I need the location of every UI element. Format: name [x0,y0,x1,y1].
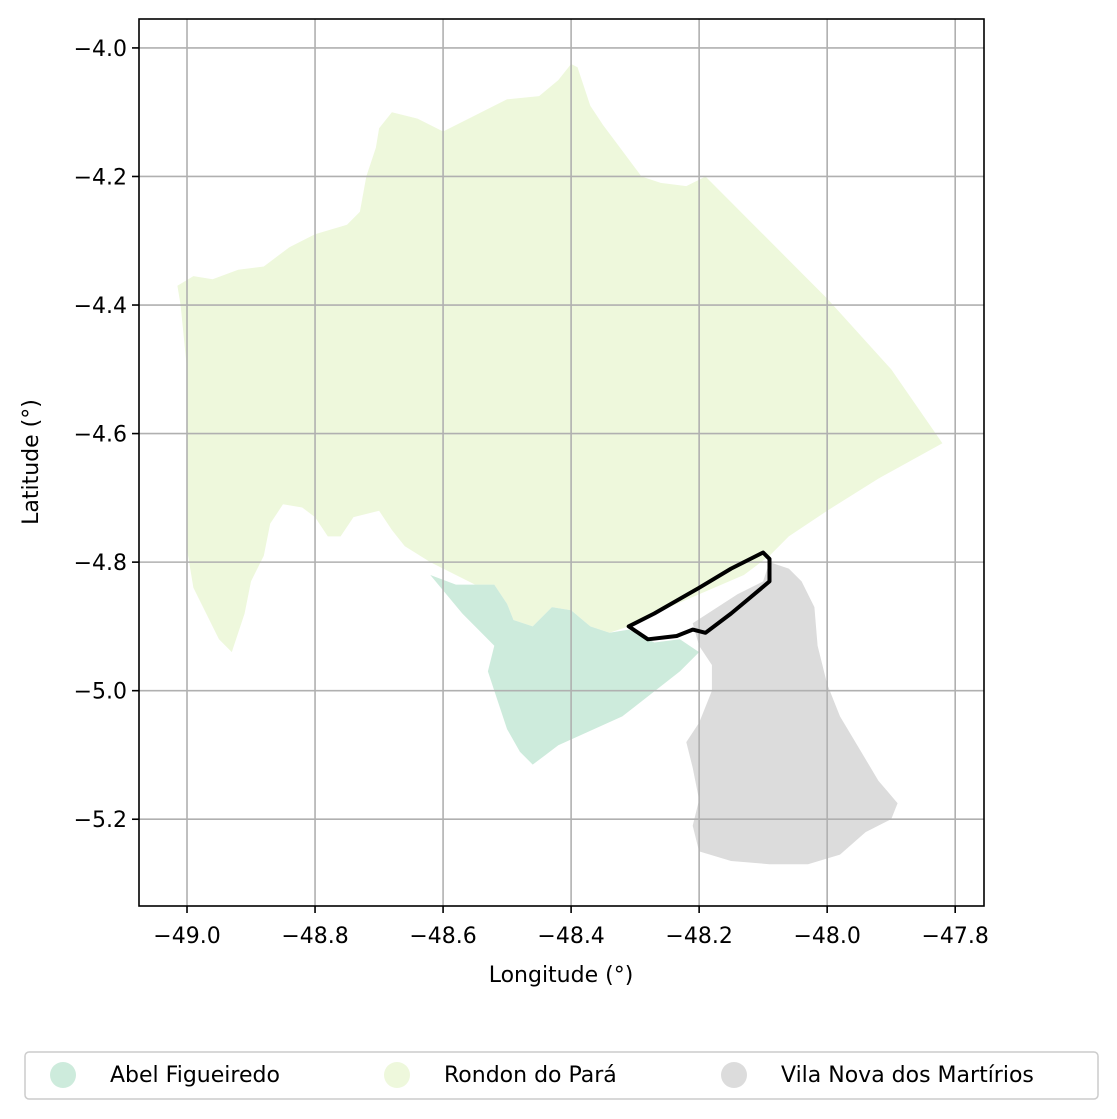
y-tick-label: −4.8 [74,551,127,576]
y-tick-label: −4.2 [74,165,127,190]
x-tick-label: −49.0 [153,924,220,949]
y-tick-label: −4.6 [74,423,127,448]
legend-marker-rondon-do-para [384,1062,410,1088]
y-tick-label: −4.0 [74,37,127,62]
x-tick-label: −48.2 [665,924,732,949]
legend-frame [24,1051,1099,1100]
grid-layer [139,19,984,906]
legend-label-rondon-do-para: Rondon do Pará [444,1063,617,1088]
region-abel-figueiredo [430,575,700,765]
x-tick-label: −48.0 [793,924,860,949]
axes-frame [138,18,985,907]
legend-label-vila-nova-dos-martirios: Vila Nova dos Martírios [781,1063,1034,1088]
x-tick-label: −48.8 [281,924,348,949]
ticks-layer: −49.0 −48.8 −48.6 −48.4 −48.2 −48.0 −47.8 −4.0 −… [74,37,989,949]
highlight-layer [626,550,772,642]
y-tick-label: −5.2 [74,808,127,833]
region-rondon-do-para [177,64,943,653]
y-tick-label: −4.4 [74,294,127,319]
regions-layer [177,64,943,865]
x-tick-label: −48.4 [537,924,604,949]
y-axis-label: Latitude (°) [19,399,44,525]
x-axis-label: Longitude (°) [489,963,634,988]
x-tick-label: −48.6 [409,924,476,949]
legend-label-abel-figueiredo: Abel Figueiredo [110,1063,280,1088]
legend-marker-abel-figueiredo [50,1062,76,1088]
highlight-outline [626,550,772,642]
legend: Abel Figueiredo Rondon do Pará Vila Nova… [24,1051,1099,1100]
region-vila-nova-dos-martirios [686,562,898,865]
y-tick-label: −5.0 [74,680,127,705]
x-tick-label: −47.8 [921,924,988,949]
legend-marker-vila-nova-dos-martirios [721,1062,747,1088]
